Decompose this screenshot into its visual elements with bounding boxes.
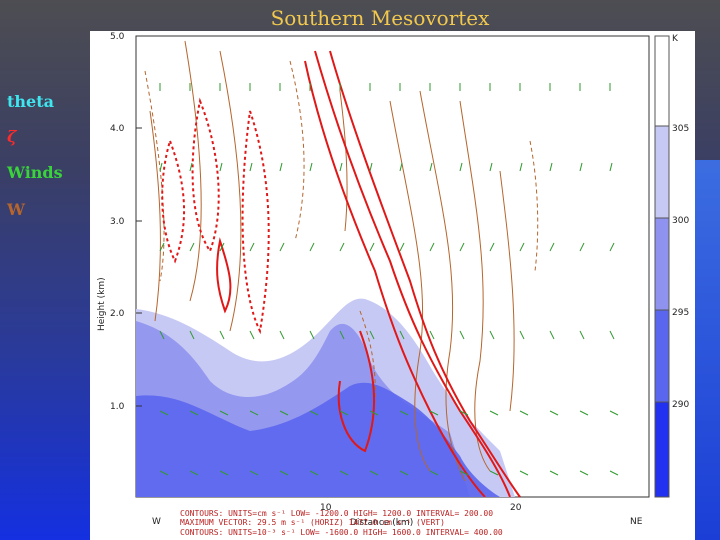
- cross-section-plot: 5.0 4.0 3.0 2.0 1.0 Height (km) 10 20 Di…: [90, 31, 695, 540]
- colorbar-white: [654, 35, 670, 127]
- colorbar-tick-290: 290: [672, 400, 689, 410]
- legend-zeta: ζ: [7, 127, 17, 146]
- x-axis-label: Distance (km): [350, 518, 413, 528]
- colorbar-dark: [654, 309, 670, 403]
- direction-right: NE: [630, 517, 643, 527]
- colorbar-tick-300: 300: [672, 216, 689, 226]
- zeta-contours-negative: [161, 97, 270, 335]
- colorbar-darkest: [654, 401, 670, 498]
- y-axis-label: Height (km): [97, 277, 107, 331]
- footer-line-2: MAXIMUM VECTOR: 29.5 m s⁻¹ (HORIZ) 1477.…: [180, 518, 445, 527]
- footer-line-3: CONTOURS: UNITS=10⁻³ s⁻¹ LOW= -1600.0 HI…: [180, 528, 503, 537]
- y-tick-1: 1.0: [110, 402, 125, 412]
- colorbar-light: [654, 125, 670, 219]
- y-tick-3: 3.0: [110, 217, 125, 227]
- y-axis-ticks: [136, 35, 142, 407]
- theta-region-dark: [136, 382, 500, 497]
- wind-vectors: [159, 83, 619, 476]
- colorbar-tick-295: 295: [672, 308, 689, 318]
- x-tick-10: 10: [320, 503, 332, 513]
- colorbar-unit: K: [672, 34, 679, 44]
- zeta-contours: [216, 50, 521, 498]
- y-tick-2: 2.0: [110, 309, 125, 319]
- legend-theta: theta: [7, 92, 54, 111]
- colorbar-tick-305: 305: [672, 124, 689, 134]
- right-background-strip: [695, 160, 720, 540]
- plot-canvas: 5.0 4.0 3.0 2.0 1.0 Height (km) 10 20 Di…: [97, 32, 689, 537]
- colorbar-mid: [654, 217, 670, 311]
- slide-title: Southern Mesovortex: [270, 6, 490, 30]
- y-tick-5: 5.0: [110, 32, 125, 42]
- legend-winds: Winds: [7, 163, 63, 182]
- footer-line-1: CONTOURS: UNITS=cm s⁻¹ LOW= -1200.0 HIGH…: [180, 509, 493, 518]
- y-tick-4: 4.0: [110, 124, 125, 134]
- x-tick-20: 20: [510, 503, 522, 513]
- direction-left: W: [152, 517, 161, 527]
- legend-w: W: [7, 200, 25, 219]
